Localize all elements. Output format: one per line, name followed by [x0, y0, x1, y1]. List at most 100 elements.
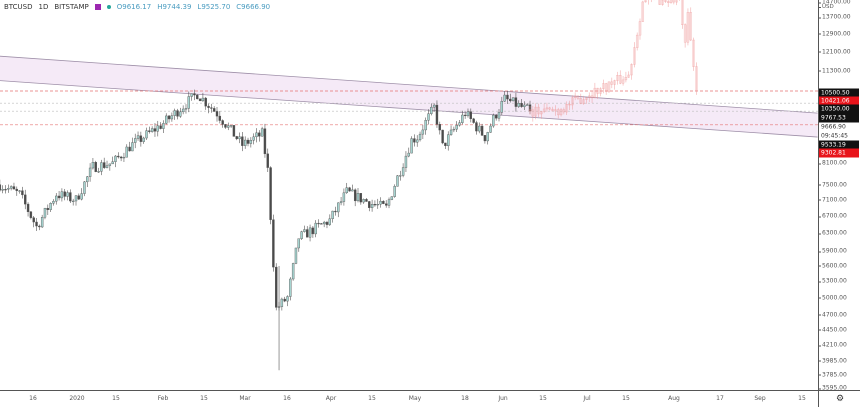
candle	[379, 200, 382, 205]
candle	[83, 181, 86, 194]
candle	[139, 135, 143, 142]
candle	[461, 114, 464, 123]
candle	[57, 195, 61, 199]
candle	[77, 195, 81, 200]
interval[interactable]: 1D	[38, 3, 49, 11]
time-tick-label: Mar	[239, 395, 251, 402]
candle	[303, 229, 306, 232]
time-tick-label: Aug	[668, 395, 680, 402]
projection-candle	[548, 107, 551, 110]
candle	[128, 146, 131, 152]
price-chart[interactable]	[0, 0, 818, 390]
candle	[97, 171, 100, 173]
candle	[399, 175, 402, 177]
candle	[421, 129, 425, 135]
candle	[308, 227, 312, 238]
candle	[122, 156, 126, 159]
candle	[280, 298, 284, 307]
candle	[170, 115, 174, 120]
candle	[241, 136, 244, 146]
candle	[401, 167, 405, 176]
candle	[9, 186, 13, 189]
projection-candle	[540, 111, 543, 115]
candle	[314, 222, 317, 235]
projection-candle	[689, 12, 692, 41]
channel-fill	[0, 56, 818, 138]
candle	[131, 142, 134, 152]
channel-upper-line	[0, 55, 818, 114]
channel-lower-line	[0, 80, 818, 138]
candle	[311, 227, 315, 235]
price-tick-label: 6300.00	[818, 229, 847, 237]
candle	[506, 94, 509, 100]
candle	[260, 128, 264, 137]
candle	[156, 125, 159, 132]
candle	[196, 94, 199, 100]
price-tag: 10421.06	[819, 96, 859, 106]
time-tick-label: 17	[716, 395, 724, 402]
candle	[74, 195, 78, 202]
indicator-flag-icon[interactable]	[94, 4, 101, 10]
candle	[413, 138, 416, 143]
time-axis[interactable]: 16 2020 15 Feb 15 Mar 16 Apr 15 May 18 Jun 15 Jul 15 Au…	[0, 390, 818, 407]
price-tick-label: 5900.00	[818, 247, 847, 255]
candle	[449, 129, 453, 135]
candle	[119, 156, 123, 159]
price-tick-label: 12900.00	[818, 30, 851, 38]
candle	[1, 189, 4, 191]
candle	[249, 140, 253, 144]
projection-candle	[686, 12, 690, 43]
candle	[88, 167, 92, 177]
projection-candle	[695, 66, 698, 92]
time-tick-label: May	[408, 395, 422, 402]
candle	[12, 186, 16, 190]
price-tag: 10500.50	[819, 88, 859, 98]
candle	[424, 120, 427, 131]
time-tick-label: 15	[798, 395, 806, 402]
candle	[489, 125, 492, 133]
candle	[478, 125, 481, 132]
candle	[134, 138, 137, 143]
candle	[452, 128, 456, 131]
price-tick-label: 14700.00	[818, 0, 851, 6]
candle	[472, 118, 475, 123]
candle	[24, 194, 27, 205]
candle	[294, 247, 298, 264]
gear-icon[interactable]: ⚙	[818, 390, 860, 407]
symbol[interactable]: BTCUSD	[4, 3, 33, 11]
candle	[198, 98, 202, 102]
time-tick-label: 15	[622, 395, 630, 402]
candle	[55, 195, 58, 202]
candle	[52, 200, 55, 204]
projection-candle	[667, 1, 670, 3]
candle	[221, 120, 224, 125]
price-tick-label: 7500.00	[818, 181, 847, 189]
price-tick-label: 5000.00	[818, 294, 847, 301]
projection-candle	[528, 109, 532, 112]
projection-candle	[590, 95, 594, 99]
price-tick-label: 5600.00	[818, 262, 847, 270]
candle	[167, 115, 171, 120]
projection-candle	[692, 39, 695, 67]
candle	[368, 201, 371, 208]
time-tick-label: 15	[200, 395, 208, 402]
projection-candle	[630, 64, 633, 76]
candle	[46, 207, 49, 210]
candle	[272, 219, 275, 268]
projection-candle	[568, 104, 571, 106]
candle	[252, 136, 255, 141]
price-tag: 9533.19	[819, 140, 859, 150]
candle	[526, 104, 529, 106]
candle	[187, 96, 191, 109]
price-tick-label: 8100.00	[818, 159, 847, 167]
candle	[179, 111, 182, 117]
candle	[193, 93, 196, 96]
projection-candle	[593, 87, 597, 99]
chart-header: BTCUSD 1D BITSTAMP O9616.17 H9744.39 L95…	[4, 3, 270, 11]
candle	[404, 155, 408, 168]
candle	[291, 263, 295, 280]
candle	[238, 136, 241, 140]
price-axis[interactable]: USD 14700.00 13700.00 12900.00 12100.00 1130…	[818, 0, 860, 392]
currency-label: USD	[818, 4, 834, 10]
projection-candle	[565, 104, 568, 113]
